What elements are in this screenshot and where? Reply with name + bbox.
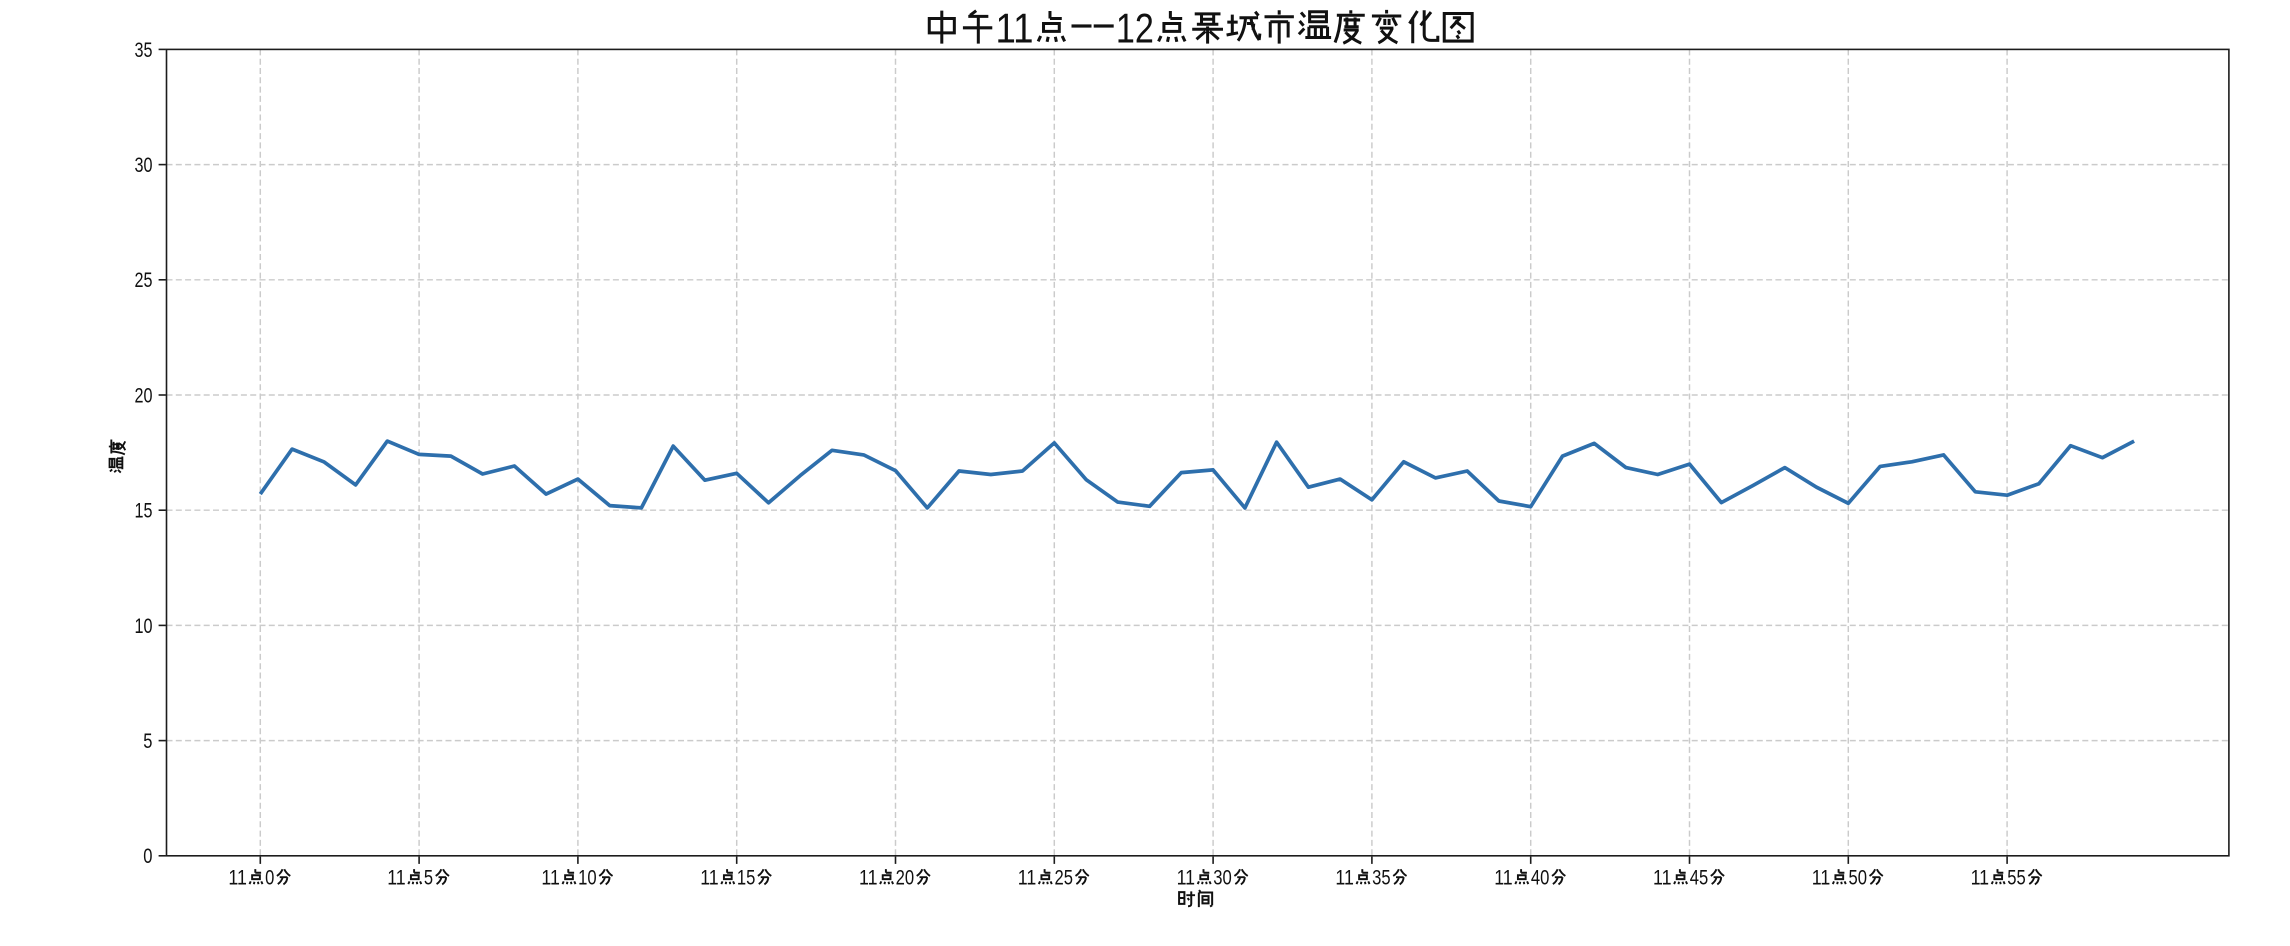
svg-text:35: 35 — [135, 38, 153, 62]
svg-text:11: 11 — [1494, 867, 1513, 890]
svg-text:11: 11 — [1812, 867, 1831, 890]
svg-text:11: 11 — [387, 867, 406, 890]
svg-text:35: 35 — [1372, 867, 1391, 890]
svg-text:11: 11 — [1177, 867, 1196, 890]
svg-text:25: 25 — [1055, 867, 1074, 890]
svg-text:20: 20 — [135, 383, 153, 407]
svg-text:30: 30 — [135, 153, 153, 177]
svg-text:5: 5 — [424, 867, 433, 890]
svg-text:11: 11 — [859, 867, 878, 890]
svg-text:5: 5 — [143, 729, 152, 753]
svg-text:20: 20 — [896, 867, 915, 890]
svg-text:11: 11 — [1653, 867, 1672, 890]
svg-text:11: 11 — [996, 4, 1034, 51]
svg-text:50: 50 — [1849, 867, 1868, 890]
svg-text:10: 10 — [135, 614, 153, 638]
svg-text:0: 0 — [143, 844, 152, 868]
svg-text:40: 40 — [1531, 867, 1550, 890]
svg-text:10: 10 — [578, 867, 597, 890]
svg-text:11: 11 — [1335, 867, 1354, 890]
svg-text:11: 11 — [1971, 867, 1990, 890]
svg-text:15: 15 — [135, 499, 153, 523]
svg-text:11: 11 — [541, 867, 560, 890]
svg-text:15: 15 — [737, 867, 756, 890]
svg-text:0: 0 — [265, 867, 274, 890]
svg-text:55: 55 — [2007, 867, 2026, 890]
svg-text:11: 11 — [228, 867, 247, 890]
svg-text:45: 45 — [1690, 867, 1709, 890]
svg-text:30: 30 — [1213, 867, 1232, 890]
svg-text:11: 11 — [1018, 867, 1037, 890]
svg-text:12: 12 — [1116, 4, 1154, 51]
svg-text:25: 25 — [135, 268, 153, 292]
svg-text:11: 11 — [700, 867, 719, 890]
